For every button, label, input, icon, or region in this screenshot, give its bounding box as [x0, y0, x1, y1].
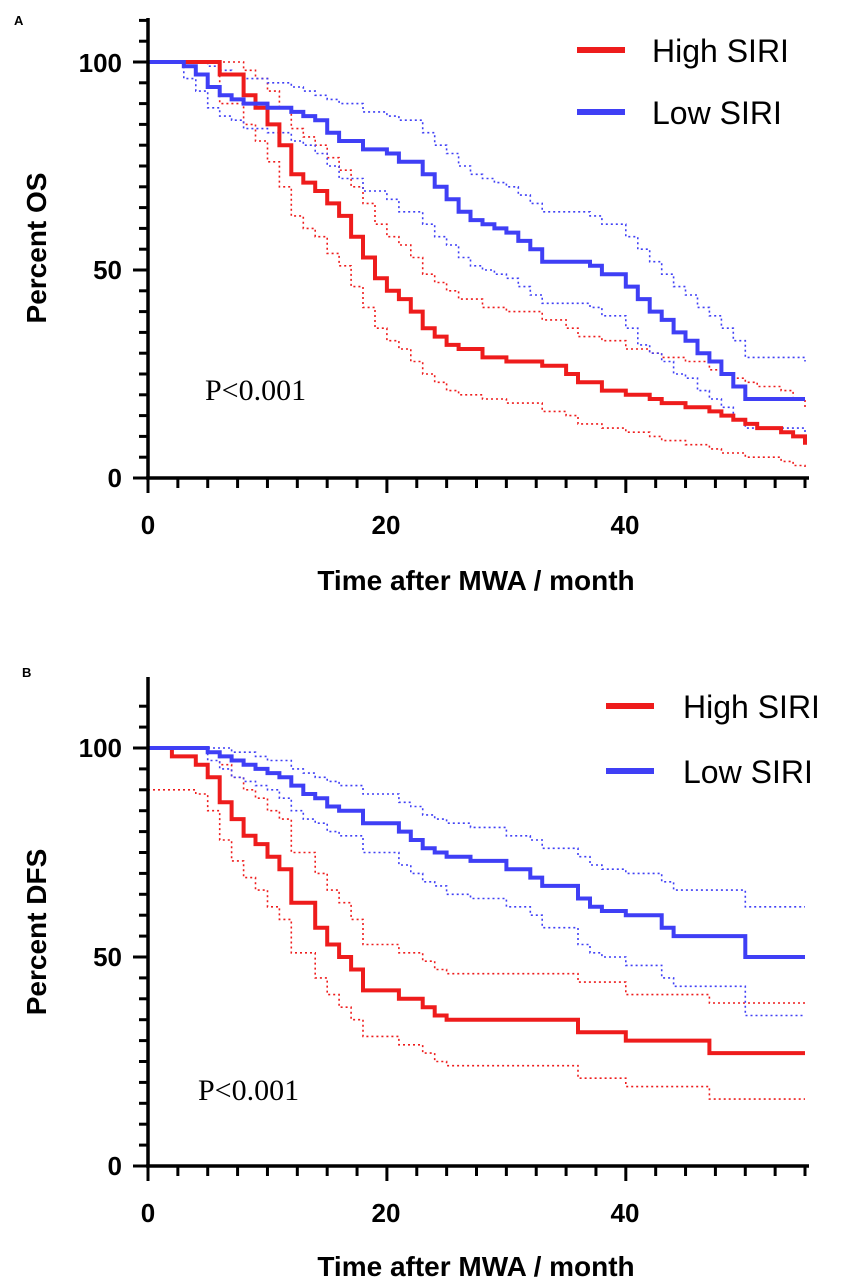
panel-b-p-value: P<0.001	[198, 1074, 299, 1107]
panel-b-ytick-50: 50	[93, 942, 122, 972]
panel-a-legend-label-low: Low SIRI	[652, 95, 782, 131]
panel-a-ytick-0: 0	[108, 463, 122, 493]
panel-b-y-axis-title: Percent DFS	[21, 849, 52, 1016]
panel-b-ytick-100: 100	[79, 733, 122, 763]
panel-a-curve-high-siri-lower-95-ci	[148, 61, 806, 470]
panel-b-legend-label-high: High SIRI	[683, 689, 820, 725]
panel-b-curve-high-siri	[148, 746, 805, 1056]
panel-b-curve-low-siri-lower-95-ci	[148, 747, 805, 1017]
panel-b-xtick-40: 40	[611, 1198, 640, 1228]
panel-b-xtick-0: 0	[141, 1198, 155, 1228]
panel-a-p-value: P<0.001	[205, 374, 306, 407]
panel-b-legend-label-low: Low SIRI	[683, 754, 813, 790]
panel-a-curve-high-siri	[148, 60, 807, 445]
panel-b: B 100 50 0 0 20 40 Time after MWA / mont…	[21, 665, 820, 1281]
panel-a: A 100 50 0 0 20 40 Time after MWA / mont…	[14, 13, 809, 596]
panel-a-legend: High SIRI Low SIRI	[577, 33, 789, 131]
panel-b-xtick-20: 20	[372, 1198, 401, 1228]
panel-b-ticks	[133, 704, 807, 1181]
panel-a-legend-label-high: High SIRI	[652, 33, 789, 69]
panel-a-curves	[148, 60, 807, 470]
panel-b-legend: High SIRI Low SIRI	[606, 689, 820, 790]
panel-b-ytick-0: 0	[108, 1151, 122, 1181]
panel-a-curve-low-siri	[148, 60, 805, 401]
panel-a-letter: A	[14, 13, 24, 28]
panel-a-y-axis-title: Percent OS	[21, 173, 52, 324]
panel-a-ytick-50: 50	[93, 255, 122, 285]
panel-a-ticks	[133, 18, 807, 493]
panel-a-xtick-20: 20	[372, 510, 401, 540]
panel-b-x-axis-title: Time after MWA / month	[317, 1251, 634, 1281]
panel-b-curve-high-siri-lower-95-ci	[148, 789, 805, 1100]
panel-a-xtick-40: 40	[611, 510, 640, 540]
panel-b-curve-low-siri-upper-95-ci	[148, 747, 805, 908]
panel-a-curve-high-siri-upper-95-ci	[148, 61, 806, 408]
panel-b-letter: B	[22, 665, 31, 680]
panel-a-xtick-0: 0	[141, 510, 155, 540]
panel-b-curves	[148, 746, 805, 1100]
panel-b-curve-low-siri	[148, 746, 805, 959]
panel-a-curve-low-siri-upper-95-ci	[148, 61, 806, 362]
panel-a-ytick-100: 100	[79, 48, 122, 78]
panel-a-x-axis-title: Time after MWA / month	[317, 565, 634, 596]
